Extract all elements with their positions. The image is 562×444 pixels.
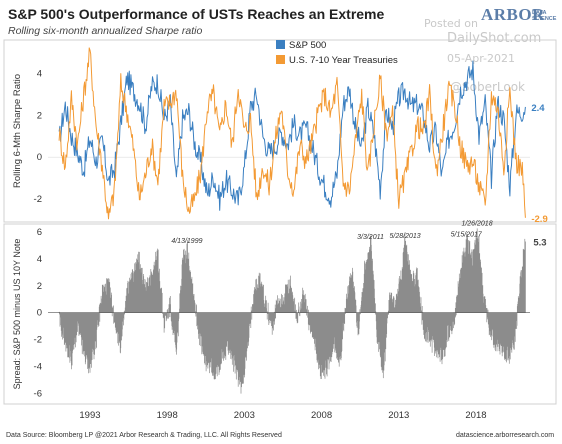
website-note: datascience.arborresearch.com	[456, 432, 555, 439]
sharpe-ytick-label: 2	[37, 110, 42, 121]
spread-ytick-label: -2	[34, 335, 42, 346]
sharpe-ytick-label: -2	[34, 194, 42, 205]
sharpe-ytick-label: 0	[37, 152, 42, 163]
spread-ytick-label: 2	[37, 281, 42, 292]
chart-title: S&P 500's Outperformance of USTs Reaches…	[8, 6, 385, 22]
watermark-posted-on: Posted on	[424, 17, 478, 30]
logo-sub-line1: DATA	[532, 10, 547, 16]
sharpe-ytick-label: 4	[37, 68, 42, 79]
x-tick-label: 2003	[234, 410, 255, 421]
arbor-logo-sub: DATA SCIENCE	[532, 10, 556, 22]
sharpe-series-line-spx	[58, 60, 526, 211]
legend-swatch-ust	[276, 55, 285, 64]
watermark-site: DailyShot.com	[447, 31, 542, 46]
spread-panel: -6 -4 -2 0 2 4 6 Spread: S&P 500 minus US 10Y N…	[3, 221, 557, 421]
watermark-date: 05-Apr-2021	[447, 52, 516, 65]
chart-subtitle: Rolling six-month annualized Sharpe rati…	[8, 25, 203, 37]
logo-sub-line2: SCIENCE	[532, 16, 557, 22]
spread-ytick-label: -6	[34, 388, 42, 399]
spread-bars	[58, 228, 526, 394]
spread-end-label: 5.3	[533, 237, 546, 248]
spread-annotation: 3/3/2011	[357, 234, 384, 241]
spread-panel-frame	[3, 223, 557, 405]
spread-ylabel: Spread: S&P 500 minus US 10Y Note	[12, 239, 22, 390]
spread-annotation: 5/15/2017	[451, 231, 483, 238]
spread-ytick-label: 6	[37, 227, 42, 238]
spread-ytick-label: -4	[34, 361, 42, 372]
arbor-logo: ARBOR	[481, 5, 545, 24]
spread-annotation: 5/28/2013	[390, 233, 421, 240]
sharpe-end-label-spx: 2.4	[531, 103, 545, 114]
spread-annotation: 4/13/1999	[171, 238, 202, 245]
spread-annotation: 1/26/2018	[461, 221, 492, 228]
x-tick-label: 2008	[311, 410, 332, 421]
spread-ytick-label: 4	[37, 254, 42, 265]
spread-ytick-label: 0	[37, 308, 42, 319]
legend-label-ust: U.S. 7-10 Year Treasuries	[289, 55, 398, 66]
x-tick-label: 1993	[79, 410, 100, 421]
sharpe-ylabel: Rolling 6-Mth Sharpe Ratio	[12, 74, 23, 188]
sharpe-series-line-ust	[58, 47, 526, 220]
sharpe-end-label-ust: -2.9	[531, 214, 547, 225]
data-source-note: Data Source: Bloomberg LP @2021 Arbor Re…	[6, 432, 282, 439]
sharpe-panel: -2 0 2 4 Rolling 6-Mth Sharpe Ratio 2.4 -2.9 S&…	[3, 39, 557, 225]
legend-swatch-spx	[276, 40, 285, 49]
x-tick-label: 2018	[465, 410, 486, 421]
watermark-handle: @SoberLook	[450, 80, 525, 94]
x-tick-label: 2013	[388, 410, 409, 421]
legend-label-spx: S&P 500	[289, 40, 326, 51]
x-tick-label: 1998	[157, 410, 178, 421]
